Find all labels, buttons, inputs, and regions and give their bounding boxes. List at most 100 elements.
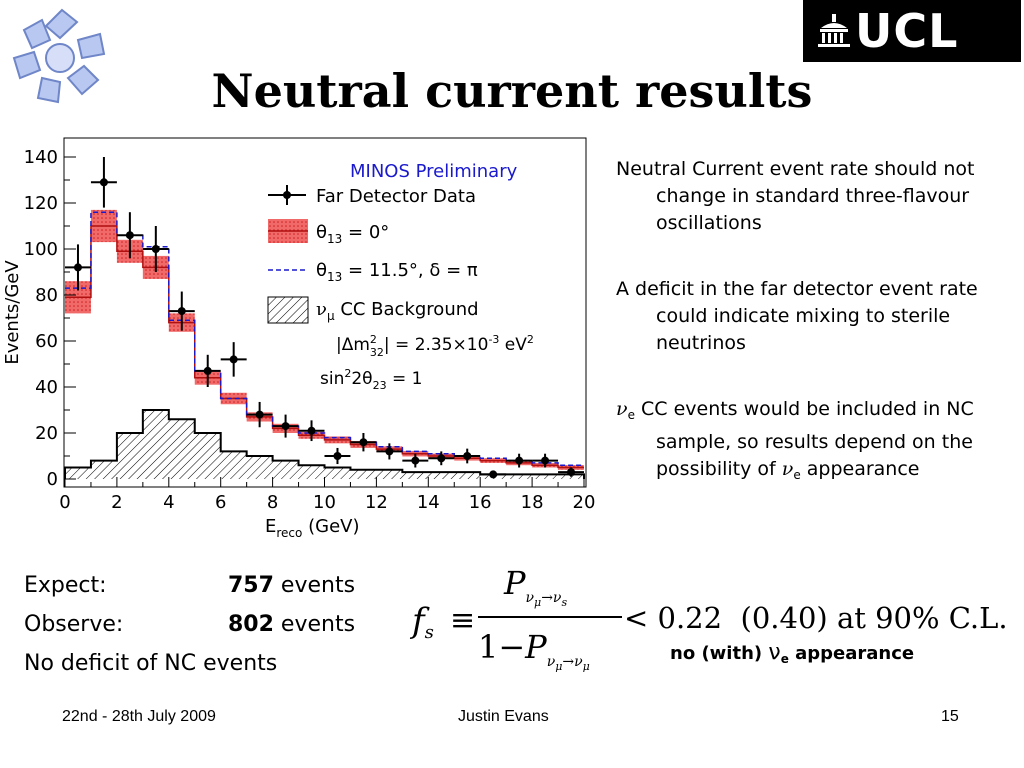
data-point-marker [463, 452, 472, 460]
footer-date: 22nd - 28th July 2009 [62, 708, 216, 725]
x-tick-label: 8 [267, 492, 278, 513]
data-point [65, 244, 91, 291]
annotation-sin2: sin22θ23 = 1 [320, 367, 422, 392]
data-point-marker [437, 454, 446, 463]
data-point [194, 354, 221, 387]
data-point-marker [255, 410, 264, 419]
bullet-nc-rate: Neutral Current event rate should not ch… [616, 158, 975, 234]
y-tick-label: 60 [35, 331, 58, 352]
data-point [142, 226, 169, 272]
data-point [246, 401, 273, 428]
formula-lhs: fs [409, 601, 434, 643]
x-tick-label: 20 [573, 492, 596, 513]
x-tick-label: 6 [215, 492, 226, 513]
y-tick-label: 40 [35, 377, 58, 398]
y-tick-label: 120 [24, 193, 58, 214]
data-point-marker [515, 456, 524, 465]
x-tick-label: 2 [111, 492, 122, 513]
data-point-marker [229, 355, 238, 364]
data-point [298, 420, 325, 442]
data-point [532, 453, 559, 468]
data-point [324, 447, 351, 465]
data-point-marker [307, 426, 316, 435]
background-hist [64, 409, 585, 479]
x-tick-label: 12 [365, 492, 388, 513]
footer-page-number: 15 [941, 708, 959, 725]
y-tick-label: 0 [47, 469, 58, 490]
formula-rhs: < 0.22 (0.40) at 90% C.L. [624, 601, 1008, 635]
ucl-logo-text: UCL [855, 4, 959, 58]
data-point [428, 451, 455, 466]
data-point-marker [99, 178, 108, 187]
data-point-marker [125, 231, 134, 240]
data-point-marker [73, 263, 82, 272]
data-point-marker [151, 245, 160, 253]
x-tick-label: 4 [163, 492, 174, 513]
x-axis-label: Ereco (GeV) [265, 516, 359, 540]
footer-author: Justin Evans [458, 708, 549, 725]
bullet-list: Neutral Current event rate should not ch… [616, 156, 1012, 528]
data-point-marker [567, 468, 576, 477]
expected-row: Expect: 757 events [24, 566, 355, 605]
y-tick-label: 140 [24, 147, 58, 168]
x-tick-label: 0 [59, 492, 70, 513]
data-point-marker [385, 447, 394, 456]
legend-background-label: νμ CC Background [316, 299, 479, 323]
bullet-nue-contamination: νe CC events would be included in NC sam… [616, 398, 974, 482]
data-point [350, 433, 377, 452]
observed-label: Observe: [24, 612, 124, 637]
bullet-sterile-deficit: A deficit in the far detector event rate… [616, 278, 978, 354]
formula-numerator: Pνμ→νs [503, 564, 567, 609]
data-point-marker [177, 307, 186, 316]
y-tick-label: 100 [24, 239, 58, 260]
legend-data-label: Far Detector Data [316, 186, 476, 207]
y-tick-label: 20 [35, 423, 58, 444]
legend-background-symbol [267, 296, 309, 324]
data-point-marker [541, 456, 550, 465]
formula-equiv: ≡ [450, 603, 475, 638]
data-point [168, 291, 195, 331]
data-point-marker [359, 438, 368, 447]
x-tick-label: 10 [313, 492, 336, 513]
x-tick-label: 14 [417, 492, 440, 513]
conclusion-text: No deficit of NC events [24, 651, 278, 676]
data-point-marker [411, 456, 420, 465]
conference-logo [12, 8, 106, 104]
data-point-marker [203, 366, 212, 375]
data-point [376, 443, 403, 460]
sterile-fraction-formula: fs ≡ Pνμ→νs 1−Pνμ→νμ < 0.22 (0.40) at 90… [409, 564, 1008, 672]
data-point [480, 470, 507, 479]
observed-unit: events [273, 612, 356, 637]
expected-value: 757 [228, 573, 274, 598]
data-point-marker [489, 470, 498, 479]
annotation-dm2: |Δm2 32| = 2.35×10-3 eV2 [336, 333, 534, 359]
expected-unit: events [273, 573, 356, 598]
data-point [272, 414, 299, 438]
data-point-marker [281, 422, 290, 431]
data-point-marker [333, 452, 342, 460]
data-point [506, 453, 533, 468]
data-point [558, 467, 584, 477]
formula-note: no (with) νe appearance [670, 640, 914, 666]
portico-icon [818, 14, 850, 47]
data-point [402, 453, 429, 468]
expected-label: Expect: [24, 573, 107, 598]
event-counts: Expect: 757 events Observe: 802 events N… [24, 566, 355, 683]
legend: Far Detector Data θ13 = 0° θ13 = 11.5°, δ … [267, 185, 534, 392]
data-point [454, 448, 481, 464]
legend-step-label: θ13 = 11.5°, δ = π [316, 260, 478, 284]
data-point [116, 212, 143, 259]
energy-spectrum-plot: 0 2 4 6 8 10 12 14 16 18 20 0 20 40 60 80 100 120 140 Event… [2, 137, 596, 540]
x-tick-label: 16 [469, 492, 492, 513]
observed-row: Observe: 802 events [24, 605, 355, 644]
chart-title: MINOS Preliminary [350, 161, 518, 182]
x-tick-label: 18 [521, 492, 544, 513]
data-point [220, 342, 247, 377]
y-axis-label: Events/GeV [2, 260, 23, 365]
formula-denominator: 1−Pνμ→νμ [478, 628, 590, 672]
slide-title: Neutral current results [211, 64, 813, 118]
ucl-logo: UCL [803, 0, 1021, 62]
data-point [90, 157, 117, 208]
y-tick-label: 80 [35, 285, 58, 306]
observed-value: 802 [228, 612, 274, 637]
